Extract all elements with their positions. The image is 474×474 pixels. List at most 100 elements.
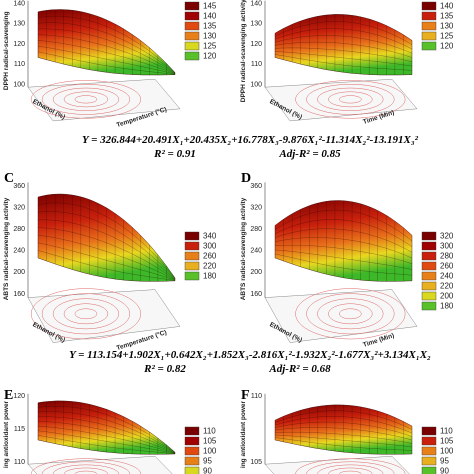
y-axis-label: Time (Min) [362, 332, 395, 349]
legend-label: 135 [203, 22, 217, 31]
mesh-line [274, 21, 413, 45]
legend-swatch [421, 466, 437, 474]
contour [74, 308, 98, 320]
legend-swatch [421, 446, 437, 456]
legend-swatch [184, 31, 200, 41]
legend-label: 125 [203, 42, 217, 51]
contour [317, 87, 384, 111]
floor-plane [27, 78, 181, 122]
z-axis-label: ing antioxidant power [240, 400, 247, 468]
mesh-line [274, 437, 413, 451]
legend-label: 130 [440, 22, 454, 31]
z-tick-label: 100 [250, 81, 262, 88]
contour [63, 303, 109, 325]
legend-label: 105 [203, 437, 217, 446]
mesh-line [37, 211, 176, 279]
legend-label: 120 [440, 42, 454, 51]
mesh-line [37, 219, 176, 280]
z-tick-label: 130 [13, 21, 25, 28]
legend-label: 180 [440, 302, 454, 311]
legend-label: 340 [203, 232, 217, 241]
legend-label: 100 [440, 447, 454, 456]
contour [295, 288, 406, 340]
contour [339, 95, 362, 104]
mesh-line [37, 411, 176, 453]
legend-label: 95 [440, 457, 449, 466]
contour [74, 470, 98, 474]
contour [41, 461, 131, 474]
z-tick-label: 120 [13, 393, 25, 400]
z-axis-label: ing antioxidant power [3, 400, 10, 468]
contour [295, 458, 406, 474]
z-axis-label: ABTS radical-scavenging activity [240, 197, 247, 300]
mesh-line [274, 427, 413, 441]
legend-swatch [184, 271, 200, 281]
contour [339, 308, 362, 320]
mesh-line [274, 245, 413, 264]
z-tick-label: 280 [13, 226, 25, 233]
legend-swatch [421, 251, 437, 261]
legend-label: 125 [440, 32, 454, 41]
legend-swatch [421, 456, 437, 466]
legend-swatch [184, 446, 200, 456]
contour [328, 91, 373, 108]
z-tick-label: 200 [13, 269, 25, 276]
floor-plane [27, 289, 181, 343]
contour [328, 303, 373, 325]
legend-label: 200 [440, 292, 454, 301]
mesh-line [37, 16, 176, 73]
mesh-line [274, 249, 413, 270]
z-tick-label: 200 [250, 269, 262, 276]
mesh-line [37, 40, 176, 75]
mesh-line [274, 228, 413, 253]
legend-label: 300 [203, 242, 217, 251]
mesh-line [38, 416, 176, 454]
legend-swatch [184, 51, 200, 61]
mesh-line [274, 421, 413, 437]
contour [63, 467, 109, 474]
z-tick-label: 360 [13, 183, 25, 190]
panel-letter: D [241, 171, 251, 186]
mesh-line [274, 434, 413, 448]
mesh-line [37, 45, 176, 75]
mesh-line [274, 41, 413, 58]
contour [30, 288, 141, 340]
contour [317, 298, 384, 330]
legend-label: 280 [440, 252, 454, 261]
legend-swatch [184, 466, 200, 474]
z-tick-label: 140 [250, 0, 262, 7]
contour [339, 470, 362, 474]
legend-label: 145 [203, 2, 217, 11]
mesh-line [37, 22, 176, 74]
z-tick-label: 120 [13, 41, 25, 48]
legend-label: 90 [203, 467, 212, 474]
z-tick-label: 160 [13, 291, 25, 298]
r-squared: R² = 0.91 [153, 148, 196, 160]
contour [306, 83, 395, 115]
legend-label: 105 [440, 437, 454, 446]
legend-swatch [184, 261, 200, 271]
legend-swatch [421, 281, 437, 291]
legend-swatch [421, 291, 437, 301]
equation: Y = 326.844+20.491X₁+20.435X₂+16.778X₃-9… [82, 134, 419, 146]
mesh-line [274, 410, 413, 430]
mesh-line [37, 234, 176, 280]
legend-label: 95 [203, 457, 212, 466]
z-tick-label: 110 [14, 61, 25, 68]
mesh-line [37, 435, 176, 454]
legend-swatch [421, 1, 437, 11]
legend-swatch [421, 231, 437, 241]
legend-swatch [421, 31, 437, 41]
z-tick-label: 360 [250, 183, 262, 190]
mesh-line [274, 432, 413, 444]
mesh-line [274, 35, 413, 54]
legend-label: 320 [440, 232, 454, 241]
legend-swatch [184, 21, 200, 31]
z-tick-label: 160 [250, 291, 262, 298]
contour [52, 87, 120, 111]
panel-letter: C [4, 171, 14, 186]
z-tick-label: 100 [13, 81, 25, 88]
